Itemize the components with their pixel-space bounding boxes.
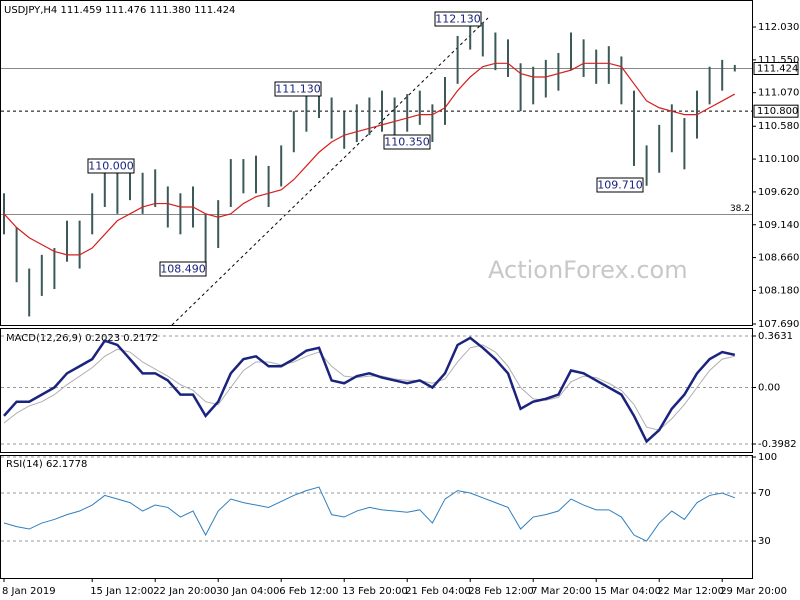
annotation: 110.350 — [384, 136, 430, 149]
y-tick-label: 111.550 — [758, 55, 799, 66]
y-tick-label: 109.140 — [758, 220, 799, 231]
y-tick-label: 108.660 — [758, 253, 799, 264]
y-tick-label: -0.3982 — [758, 439, 797, 450]
macd-title: MACD(12,26,9) 0.2023 0.2172 — [6, 333, 158, 344]
annotation: 112.130 — [435, 13, 481, 26]
level-label: 111.424 — [757, 63, 798, 74]
price-panel — [0, 0, 753, 326]
annotation-box — [596, 177, 644, 193]
watermark: ActionForex.com — [488, 256, 688, 284]
annotation-box — [383, 134, 431, 150]
annotation: 111.130 — [275, 83, 321, 96]
indicator-line — [3, 344, 735, 431]
y-tick-label: 100 — [758, 452, 777, 463]
y-tick-label: 70 — [758, 488, 771, 499]
x-tick-label: 30 Jan 04:00 — [216, 586, 279, 597]
annotation-box — [159, 261, 207, 277]
annotation: 109.710 — [597, 179, 643, 192]
x-tick-label: 6 Feb 12:00 — [279, 586, 338, 597]
x-tick-label: 7 Mar 20:00 — [531, 586, 591, 597]
y-tick-label: 0.00 — [758, 383, 780, 394]
y-tick-label: 109.620 — [758, 187, 799, 198]
x-tick-label: 22 Mar 12:00 — [657, 586, 724, 597]
indicator-line — [3, 486, 735, 542]
y-tick-label: 107.690 — [758, 319, 799, 330]
price-title: USDJPY,H4 111.459 111.476 111.380 111.42… — [4, 5, 235, 16]
macd-panel — [0, 328, 753, 453]
y-tick-label: 112.030 — [758, 22, 799, 33]
x-tick-label: 13 Feb 20:00 — [342, 586, 408, 597]
x-tick-label: 15 Mar 04:00 — [594, 586, 661, 597]
y-tick-label: 111.070 — [758, 88, 799, 99]
indicator-line — [3, 336, 736, 444]
x-tick-label: 22 Jan 20:00 — [153, 586, 216, 597]
annotation-box — [87, 158, 135, 174]
level-box — [753, 61, 799, 75]
level-box — [753, 104, 799, 118]
annotation: 110.000 — [88, 160, 134, 173]
x-tick-label: 28 Feb 12:00 — [468, 586, 534, 597]
x-tick-label: 21 Feb 04:00 — [405, 586, 471, 597]
annotation: 108.490 — [160, 263, 206, 276]
y-tick-label: 30 — [758, 536, 771, 547]
trend-line — [171, 17, 489, 326]
rsi-panel — [0, 455, 753, 579]
x-tick-label: 15 Jan 12:00 — [90, 586, 153, 597]
y-tick-label: 110.580 — [758, 121, 799, 132]
y-tick-label: 0.3631 — [758, 331, 793, 342]
moving-average — [3, 62, 736, 256]
y-tick-label: 108.180 — [758, 285, 799, 296]
rsi-title: RSI(14) 62.1778 — [6, 459, 87, 470]
y-tick-label: 110.100 — [758, 154, 799, 165]
annotation-box — [274, 81, 322, 97]
x-tick-label: 29 Mar 20:00 — [720, 586, 787, 597]
level-label: 38.2 — [730, 204, 750, 214]
annotation-box — [434, 11, 482, 27]
x-tick-label: 8 Jan 2019 — [2, 586, 56, 597]
level-label: 110.800 — [757, 106, 798, 117]
